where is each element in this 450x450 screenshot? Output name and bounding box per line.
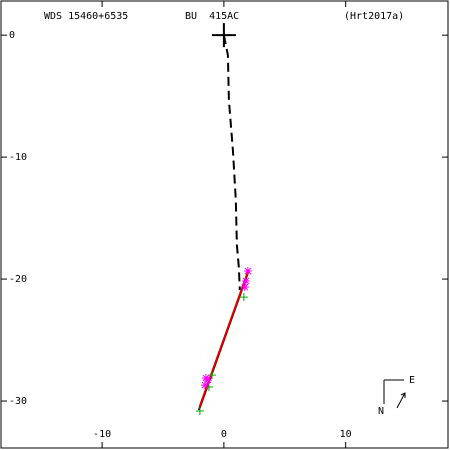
star-marker [241,277,250,286]
orbit-line [198,271,249,408]
x-tick-label: 0 [221,429,227,440]
y-tick-label: -10 [9,152,27,163]
orbit-line [222,35,241,291]
y-tick-label: -20 [9,274,27,285]
point [241,277,250,286]
header-id: WDS 15460+6535 [44,11,128,22]
header-ref: (Hrt2017a) [344,11,404,22]
x-tick-label: -10 [93,429,111,440]
point [239,293,248,302]
point [240,283,249,292]
point [207,371,216,380]
star-marker [203,376,212,385]
point [211,23,236,48]
compass-north: N [378,406,384,417]
point [243,267,252,276]
compass-arrow [396,392,406,409]
y-tick-label: 0 [9,30,15,41]
star-marker [240,283,249,292]
y-tick-label: -30 [9,396,27,407]
header-name: BU 415AC [185,11,239,22]
plus-marker [207,371,216,380]
x-tick-label: 10 [340,429,352,440]
star-marker [200,381,209,390]
plus-marker [239,293,248,302]
compass: E N [378,375,415,417]
star-marker [243,267,252,276]
compass-east: E [409,375,415,386]
point [203,376,212,385]
point [195,407,204,416]
primary-marker [211,23,236,48]
point [200,381,209,390]
plus-marker [195,407,204,416]
compass-arrowhead [400,392,406,398]
